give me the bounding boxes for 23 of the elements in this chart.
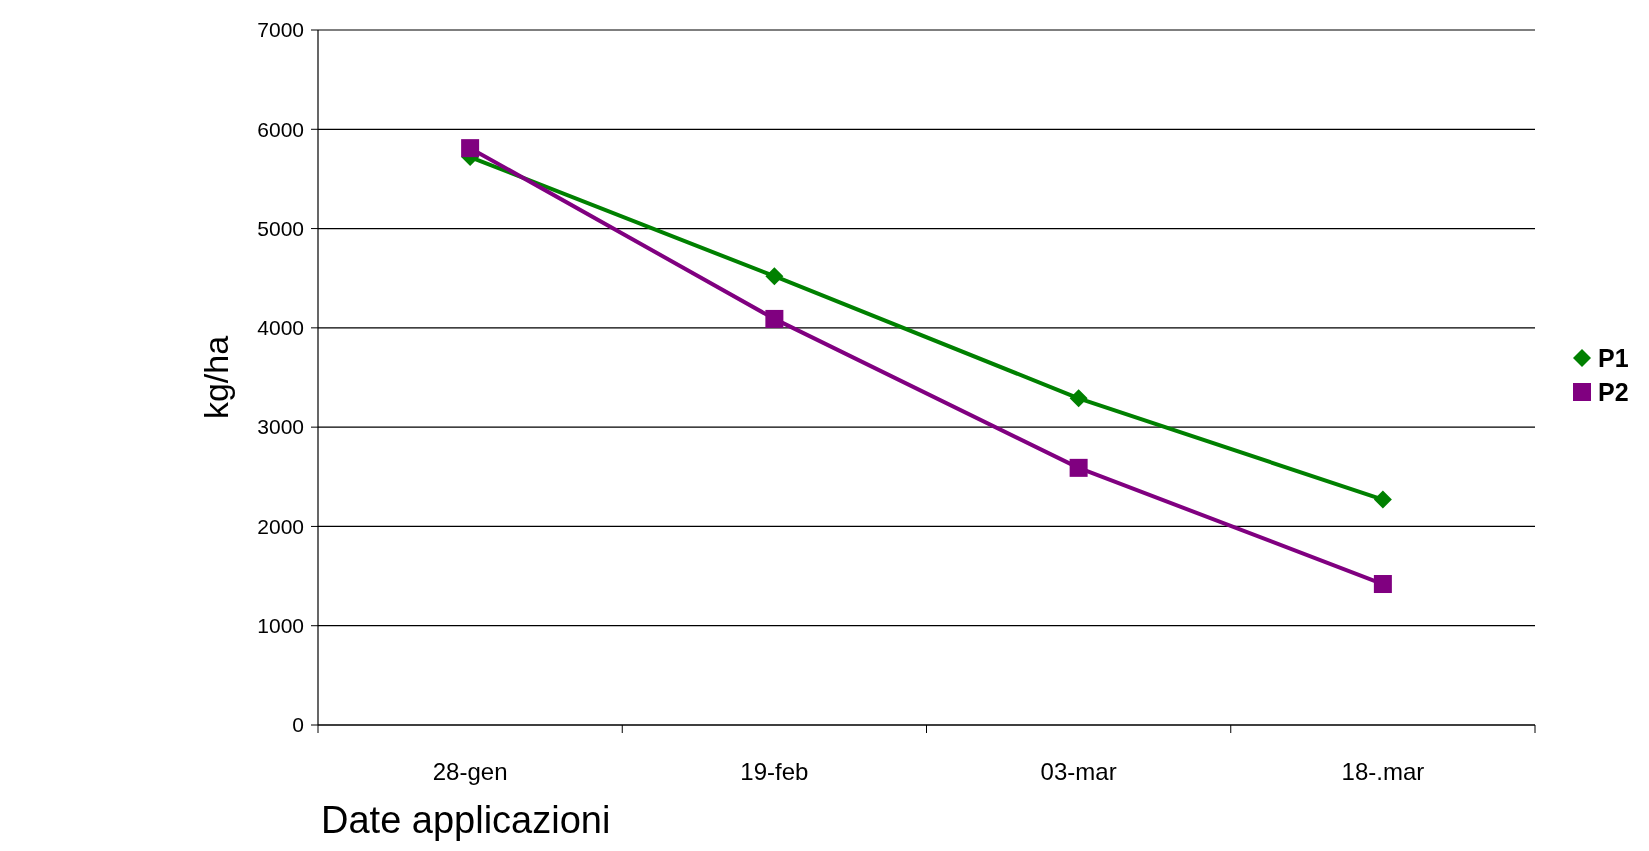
point <box>461 139 480 158</box>
y-tick-label: 7000 <box>257 18 304 42</box>
point <box>1373 575 1392 594</box>
y-axis-title: kg/ha <box>197 335 235 420</box>
point <box>1373 490 1392 509</box>
x-axis-title: Date applicazioni <box>321 799 611 841</box>
y-tick-label: 0 <box>292 713 304 737</box>
point <box>1069 389 1088 408</box>
x-tick-label: 19-feb <box>740 758 809 785</box>
point <box>765 309 784 328</box>
y-tick-label: 3000 <box>257 415 304 439</box>
point <box>1069 458 1088 477</box>
y-tick-label: 1000 <box>257 614 304 638</box>
legend-label: P2 <box>1598 377 1629 406</box>
x-tick-label: 18-.mar <box>1341 758 1425 785</box>
y-tick-label: 2000 <box>257 514 304 538</box>
y-tick-label: 6000 <box>257 117 304 141</box>
x-tick-label: 03-mar <box>1040 758 1117 785</box>
y-tick-label: 5000 <box>257 216 304 240</box>
legend-label: P1 <box>1598 343 1629 372</box>
x-tick-label: 28-gen <box>432 758 508 785</box>
point <box>765 267 784 286</box>
y-tick-label: 4000 <box>257 316 304 340</box>
